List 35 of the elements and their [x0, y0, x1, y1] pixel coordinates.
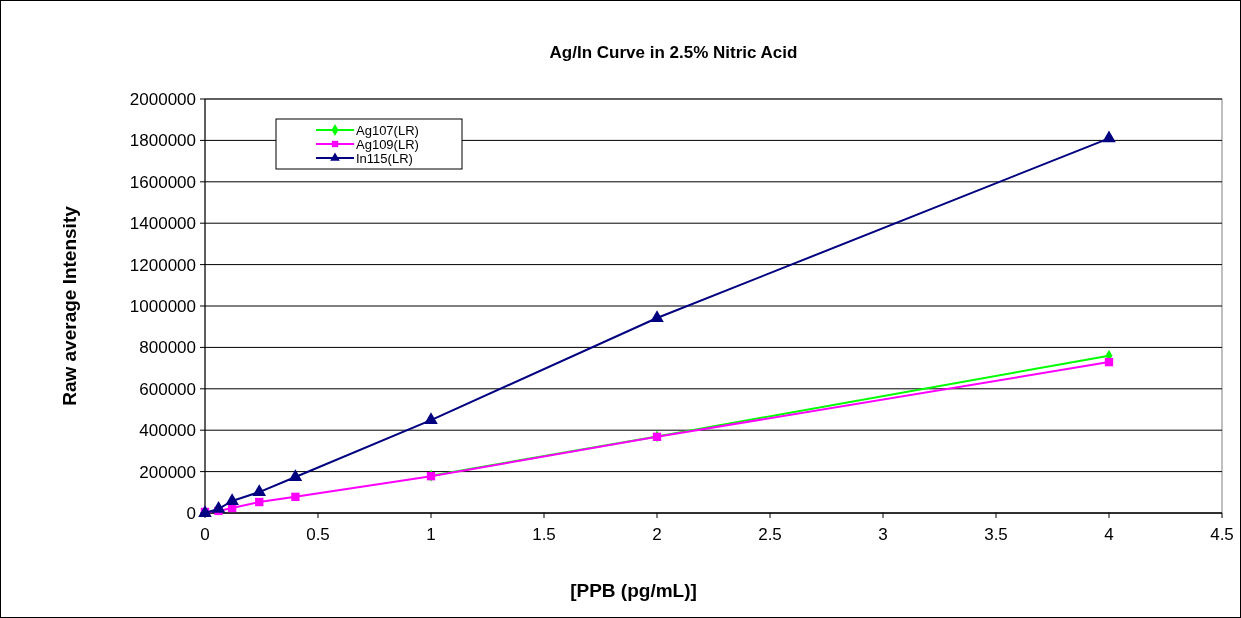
y-tick-label: 1200000 — [129, 255, 196, 275]
point — [1102, 130, 1116, 143]
x-tick-label: 4.5 — [1210, 525, 1234, 544]
point — [1104, 357, 1114, 367]
point — [291, 492, 300, 502]
point — [252, 484, 267, 497]
y-tick-label: 0 — [186, 503, 196, 523]
y-tick-label: 200000 — [139, 462, 196, 482]
y-tick-label: 2000000 — [129, 89, 196, 109]
y-tick-label: 1600000 — [129, 172, 196, 192]
point — [255, 497, 264, 507]
x-tick-label: 1 — [426, 525, 436, 544]
x-tick-label: 0 — [200, 525, 210, 544]
y-tick-label: 600000 — [139, 379, 196, 399]
x-axis-title: [PPB (pg/mL)] — [570, 580, 697, 601]
x-tick-label: 2.5 — [758, 525, 782, 544]
y-axis-title: Raw average Intensity — [59, 205, 80, 406]
y-tick-label: 800000 — [139, 338, 196, 358]
y-tick-label: 1800000 — [129, 131, 196, 151]
point — [211, 501, 226, 513]
x-tick-label: 4 — [1104, 525, 1114, 544]
legend-label: Ag107(LR) — [356, 122, 419, 138]
x-tick-label: 0.5 — [306, 525, 330, 544]
chart-title: Ag/In Curve in 2.5% Nitric Acid — [549, 43, 798, 62]
point — [225, 493, 239, 505]
x-tick-label: 3 — [878, 525, 888, 544]
x-tick-label: 3.5 — [984, 525, 1008, 544]
y-tick-label: 400000 — [139, 421, 196, 441]
point — [650, 310, 664, 322]
x-tick-label: 1.5 — [532, 525, 556, 544]
x-tick-label: 2 — [652, 525, 662, 544]
point — [424, 412, 438, 424]
point — [288, 469, 303, 481]
y-tick-label: 1400000 — [129, 214, 196, 234]
y-tick-label: 1000000 — [129, 296, 196, 316]
